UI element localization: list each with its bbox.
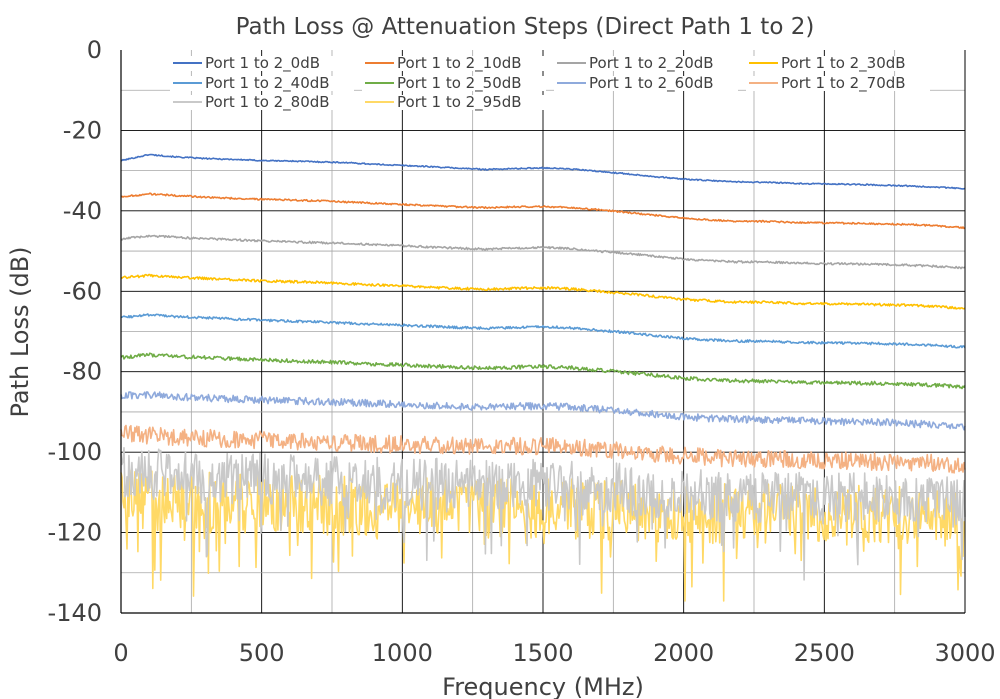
series-line [120,469,966,602]
series-line [120,153,966,190]
y-tick-label: -40 [63,197,102,225]
legend-bg [362,95,546,110]
y-tick-label: -100 [48,438,102,466]
x-tick-label: 3000 [934,639,995,667]
y-tick-label: -140 [48,599,102,627]
y-tick-label: -60 [63,277,102,305]
legend-label: Port 1 to 2_50dB [397,74,522,93]
series-line [120,313,966,349]
y-tick-label: -120 [48,519,102,547]
legend-label: Port 1 to 2_30dB [781,54,906,73]
legend-label: Port 1 to 2_95dB [397,93,522,112]
x-tick-label: 500 [239,639,285,667]
series-line [120,391,966,431]
x-tick-label: 2000 [653,639,714,667]
legend-label: Port 1 to 2_60dB [589,74,714,93]
y-tick-label: -20 [63,116,102,144]
x-tick-label: 1500 [512,639,573,667]
x-axis-title: Frequency (MHz) [442,673,644,699]
axes [120,50,966,614]
tick-labels: 0 500 1000 1500 2000 2500 3000 0 -20 -40 -60 -80 -10… [48,36,996,667]
x-tick-label: 1000 [372,639,433,667]
legend-bg [170,76,354,91]
series-line [120,192,966,230]
series-layer [120,153,966,602]
legend-label: Port 1 to 2_80dB [205,93,330,112]
legend-bg [746,56,930,71]
series-line [120,273,966,310]
series-line [120,424,966,474]
legend: Port 1 to 2_0dB Port 1 to 2_10dB Port 1 to… [170,54,930,112]
series-line [120,352,966,390]
legend-bg [554,76,738,91]
legend-label: Port 1 to 2_70dB [781,74,906,93]
chart-title: Path Loss @ Attenuation Steps (Direct Pa… [236,14,815,40]
series-line [120,447,966,581]
y-tick-label: 0 [87,36,102,64]
legend-bg [746,76,930,91]
x-tick-label: 2500 [794,639,855,667]
legend-label: Port 1 to 2_20dB [589,54,714,73]
series-line [120,234,966,270]
y-axis-title: Path Loss (dB) [6,246,34,417]
legend-label: Port 1 to 2_0dB [205,54,320,73]
legend-bg [362,76,546,91]
x-tick-label: 0 [113,639,128,667]
legend-bg [170,56,354,71]
y-tick-label: -80 [63,358,102,386]
legend-bg [362,56,546,71]
legend-bg [554,56,738,71]
legend-bg [170,95,354,110]
legend-label: Port 1 to 2_10dB [397,54,522,73]
legend-label: Port 1 to 2_40dB [205,74,330,93]
